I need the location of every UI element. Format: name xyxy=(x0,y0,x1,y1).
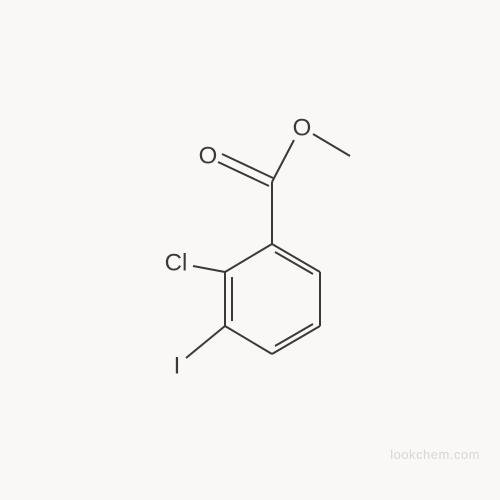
atom-i: I xyxy=(174,353,181,380)
molecule-canvas: O O Cl I lookchem.com xyxy=(0,0,500,500)
watermark: lookchem.com xyxy=(390,447,480,462)
bond-c1-o1-a xyxy=(218,162,269,186)
bond-c2-c3 xyxy=(225,244,272,272)
atom-cl: Cl xyxy=(165,250,188,277)
atom-o2: O xyxy=(293,115,312,142)
bond-c4-i xyxy=(186,326,225,358)
bond-c7-c2-a xyxy=(272,244,320,272)
bond-c3-cl xyxy=(193,266,225,272)
bond-o2-cme xyxy=(313,134,350,156)
molecule-svg: O O Cl I xyxy=(0,0,500,500)
bond-c4-c5 xyxy=(225,326,272,354)
bond-c5-c6-b xyxy=(275,324,313,346)
bond-c1-o2 xyxy=(272,140,294,182)
atom-o1: O xyxy=(199,143,218,170)
bond-c7-c2-b xyxy=(275,252,313,274)
bond-c5-c6-a xyxy=(272,326,320,354)
bond-c1-o1-b xyxy=(222,154,273,178)
